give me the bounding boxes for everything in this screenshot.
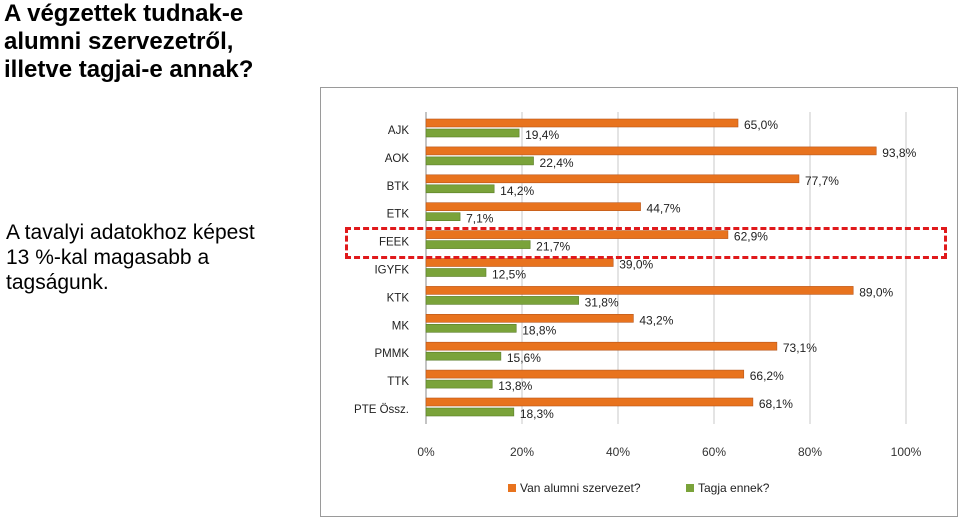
bar-orange: [425, 146, 877, 156]
data-label: 73,1%: [783, 341, 817, 355]
x-tick-label: 80%: [798, 445, 822, 459]
data-label: 15,6%: [507, 351, 541, 365]
x-tick-label: 0%: [417, 445, 435, 459]
data-label: 65,0%: [744, 118, 778, 132]
legend-swatch-orange: [508, 484, 516, 492]
bar-orange: [425, 313, 634, 323]
category-label: BTK: [387, 181, 410, 193]
bar-orange: [425, 369, 745, 379]
bar-orange: [425, 286, 854, 295]
x-tick-label: 40%: [606, 445, 630, 459]
data-label: 31,8%: [585, 295, 619, 309]
x-tick-label: 20%: [510, 445, 534, 459]
bar-green: [425, 379, 493, 389]
data-label: 12,5%: [492, 268, 526, 282]
bar-green: [425, 128, 520, 138]
bar-green: [425, 184, 495, 194]
data-label: 18,8%: [522, 323, 556, 337]
data-label: 68,1%: [759, 397, 793, 411]
data-label: 93,8%: [882, 146, 916, 160]
category-label: TTK: [387, 376, 409, 388]
data-label: 39,0%: [619, 258, 653, 272]
page-title: A végzettek tudnak-e alumni szervezetről…: [4, 0, 254, 83]
bar-orange: [425, 397, 754, 407]
data-label: 66,2%: [750, 369, 784, 383]
data-label: 21,7%: [536, 240, 570, 254]
legend-label: Tagja ennek?: [698, 481, 770, 495]
category-label: PTE Össz.: [354, 404, 409, 416]
data-label: 18,3%: [520, 407, 554, 421]
data-label: 19,4%: [525, 128, 559, 142]
bar-green: [425, 240, 531, 249]
bar-orange: [425, 230, 729, 239]
bar-orange: [425, 174, 800, 184]
legend-label: Van alumni szervezet?: [520, 481, 641, 495]
data-label: 43,2%: [639, 313, 673, 327]
category-label: MK: [392, 320, 410, 332]
bar-orange: [425, 341, 778, 351]
data-label: 7,1%: [466, 212, 494, 226]
x-tick-label: 100%: [891, 445, 922, 459]
bar-green: [425, 407, 515, 417]
data-label: 89,0%: [859, 285, 893, 299]
bar-green: [425, 323, 517, 333]
bar-orange: [425, 118, 739, 128]
category-label: KTK: [387, 292, 410, 304]
bar-green: [425, 268, 487, 277]
summary-note: A tavalyi adatokhoz képest 13 %-kal maga…: [6, 221, 255, 294]
legend-swatch-green: [686, 484, 694, 492]
category-label: PMMK: [375, 348, 410, 360]
bar-green: [425, 212, 461, 221]
bar-orange: [425, 258, 614, 267]
bar-green: [425, 296, 579, 305]
data-label: 13,8%: [498, 379, 532, 393]
category-label: IGYFK: [374, 265, 409, 277]
data-label: 22,4%: [540, 156, 574, 170]
category-label: ETK: [387, 209, 410, 221]
bar-green: [425, 351, 502, 361]
data-label: 14,2%: [500, 184, 534, 198]
category-label: AOK: [385, 153, 410, 165]
data-label: 77,7%: [805, 174, 839, 188]
category-label: FEEK: [379, 237, 409, 249]
data-label: 62,9%: [734, 230, 768, 244]
category-label: AJK: [388, 125, 409, 137]
data-label: 44,7%: [647, 202, 681, 216]
bar-green: [425, 156, 534, 166]
x-tick-label: 60%: [702, 445, 726, 459]
highlight-box: [345, 227, 947, 259]
bar-orange: [425, 202, 641, 211]
